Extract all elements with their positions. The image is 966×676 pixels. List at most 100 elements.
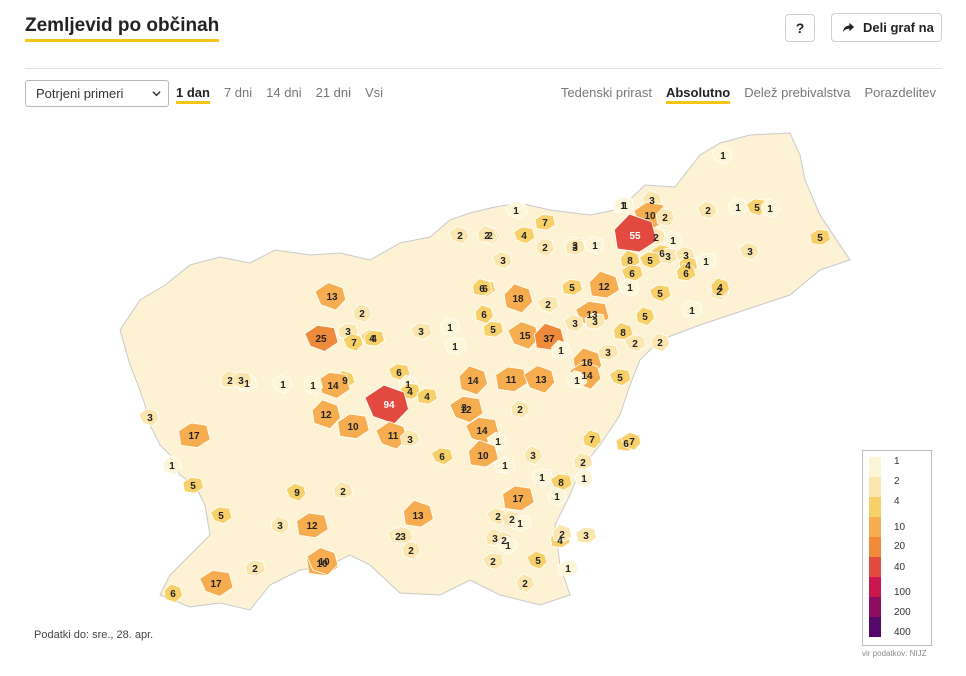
municipality-region[interactable] bbox=[443, 337, 467, 356]
municipality-region[interactable] bbox=[178, 422, 211, 449]
municipality-region[interactable] bbox=[162, 455, 182, 476]
municipality-region[interactable] bbox=[738, 241, 760, 261]
municipality-region[interactable] bbox=[523, 445, 543, 466]
municipality-region[interactable] bbox=[352, 303, 372, 324]
municipality-region[interactable] bbox=[620, 431, 642, 451]
tab-period-14d[interactable]: 14 dni bbox=[266, 85, 302, 100]
municipality-region[interactable] bbox=[530, 468, 554, 487]
municipality-region[interactable] bbox=[512, 226, 536, 245]
municipality-region[interactable] bbox=[552, 523, 573, 543]
municipality-region[interactable] bbox=[199, 569, 234, 597]
municipality-region[interactable] bbox=[138, 407, 160, 427]
municipality-region[interactable] bbox=[760, 198, 780, 219]
municipality-region[interactable] bbox=[584, 312, 606, 330]
municipality-region[interactable] bbox=[409, 322, 433, 341]
municipality-region[interactable] bbox=[494, 456, 516, 474]
municipality-region[interactable] bbox=[337, 413, 370, 440]
municipality-region[interactable] bbox=[682, 299, 703, 319]
tab-period-all[interactable]: Vsi bbox=[365, 85, 384, 100]
municipality-region[interactable] bbox=[244, 559, 266, 577]
municipality-region[interactable] bbox=[271, 374, 293, 394]
municipality-region[interactable] bbox=[563, 313, 585, 333]
municipality-region[interactable] bbox=[574, 468, 594, 489]
municipality-region[interactable] bbox=[393, 525, 414, 545]
municipality-region[interactable] bbox=[809, 228, 831, 246]
municipality-region[interactable] bbox=[304, 324, 339, 352]
municipality-region[interactable] bbox=[561, 278, 583, 296]
municipality-region[interactable] bbox=[502, 485, 535, 512]
municipality-region[interactable] bbox=[655, 207, 675, 228]
tab-mode-distribution[interactable]: Porazdelitev bbox=[864, 85, 936, 100]
tab-mode-absolute[interactable]: Absolutno bbox=[665, 84, 731, 104]
municipality-region[interactable] bbox=[430, 447, 454, 466]
tab-period-7d[interactable]: 7 dni bbox=[223, 85, 253, 100]
municipality-region[interactable] bbox=[229, 371, 253, 390]
municipality-region[interactable] bbox=[163, 583, 183, 604]
municipality-region[interactable] bbox=[564, 238, 586, 256]
municipality-region[interactable] bbox=[486, 506, 508, 526]
municipality-region[interactable] bbox=[296, 512, 329, 539]
municipality-region[interactable] bbox=[401, 540, 421, 561]
municipality-region[interactable] bbox=[575, 526, 597, 544]
municipality-region[interactable] bbox=[285, 482, 307, 502]
municipality-region[interactable] bbox=[477, 224, 498, 244]
share-button[interactable]: Deli graf na bbox=[831, 13, 942, 42]
municipality-region[interactable] bbox=[209, 506, 233, 525]
municipality-region[interactable] bbox=[618, 277, 640, 297]
municipality-region[interactable] bbox=[588, 270, 620, 299]
municipality-region[interactable] bbox=[472, 277, 493, 297]
municipality-region[interactable] bbox=[333, 480, 354, 500]
municipality-region[interactable] bbox=[613, 195, 635, 215]
municipality-region[interactable] bbox=[303, 375, 323, 396]
municipality-region[interactable] bbox=[623, 334, 647, 353]
municipality-region[interactable] bbox=[638, 251, 662, 270]
municipality-region[interactable] bbox=[536, 295, 560, 314]
municipality-region[interactable] bbox=[481, 552, 505, 571]
municipality-region[interactable] bbox=[711, 145, 733, 165]
municipality-region[interactable] bbox=[416, 387, 438, 405]
municipality-region[interactable] bbox=[648, 284, 672, 303]
municipality-region[interactable] bbox=[495, 366, 528, 393]
municipality-region[interactable] bbox=[449, 395, 484, 423]
municipality-region[interactable] bbox=[342, 332, 364, 352]
municipality-region[interactable] bbox=[375, 421, 408, 450]
municipality-region[interactable] bbox=[400, 428, 421, 448]
municipality-region[interactable] bbox=[482, 320, 504, 338]
municipality-region[interactable] bbox=[523, 365, 556, 394]
municipality-region[interactable] bbox=[270, 515, 290, 536]
tab-period-21d[interactable]: 21 dni bbox=[315, 85, 352, 100]
municipality-region[interactable] bbox=[695, 252, 717, 270]
municipality-region[interactable] bbox=[534, 213, 556, 231]
municipality-region[interactable] bbox=[311, 399, 342, 430]
municipality-region[interactable] bbox=[696, 200, 718, 220]
municipality-region[interactable] bbox=[582, 429, 602, 450]
municipality-region[interactable] bbox=[551, 339, 572, 359]
municipality-region[interactable] bbox=[508, 514, 532, 533]
municipality-region[interactable] bbox=[182, 476, 204, 494]
municipality-region[interactable] bbox=[402, 499, 434, 528]
municipality-region[interactable] bbox=[676, 262, 697, 282]
municipality-region[interactable] bbox=[503, 283, 534, 314]
municipality-region[interactable] bbox=[597, 343, 619, 361]
municipality-region[interactable] bbox=[363, 329, 385, 347]
municipality-region[interactable] bbox=[440, 316, 461, 336]
municipality-region[interactable] bbox=[567, 369, 588, 389]
municipality-region[interactable] bbox=[515, 573, 535, 594]
municipality-region[interactable] bbox=[467, 439, 499, 468]
municipality-region[interactable] bbox=[491, 250, 513, 270]
municipality-region[interactable] bbox=[557, 559, 579, 577]
municipality-region[interactable] bbox=[635, 306, 655, 327]
municipality-region[interactable] bbox=[306, 547, 339, 576]
municipality-region[interactable] bbox=[583, 235, 605, 255]
municipality-region[interactable] bbox=[504, 201, 528, 220]
municipality-region[interactable] bbox=[728, 196, 749, 216]
municipality-region[interactable] bbox=[547, 486, 567, 507]
help-button[interactable]: ? bbox=[785, 14, 815, 42]
municipality-region[interactable] bbox=[613, 213, 658, 253]
municipality-region[interactable] bbox=[710, 277, 730, 298]
tab-period-1d[interactable]: 1 dan bbox=[176, 84, 210, 104]
municipality-region[interactable] bbox=[510, 399, 530, 420]
municipality-region[interactable] bbox=[573, 451, 594, 471]
municipality-region[interactable] bbox=[535, 237, 555, 258]
municipality-region[interactable] bbox=[650, 332, 670, 353]
